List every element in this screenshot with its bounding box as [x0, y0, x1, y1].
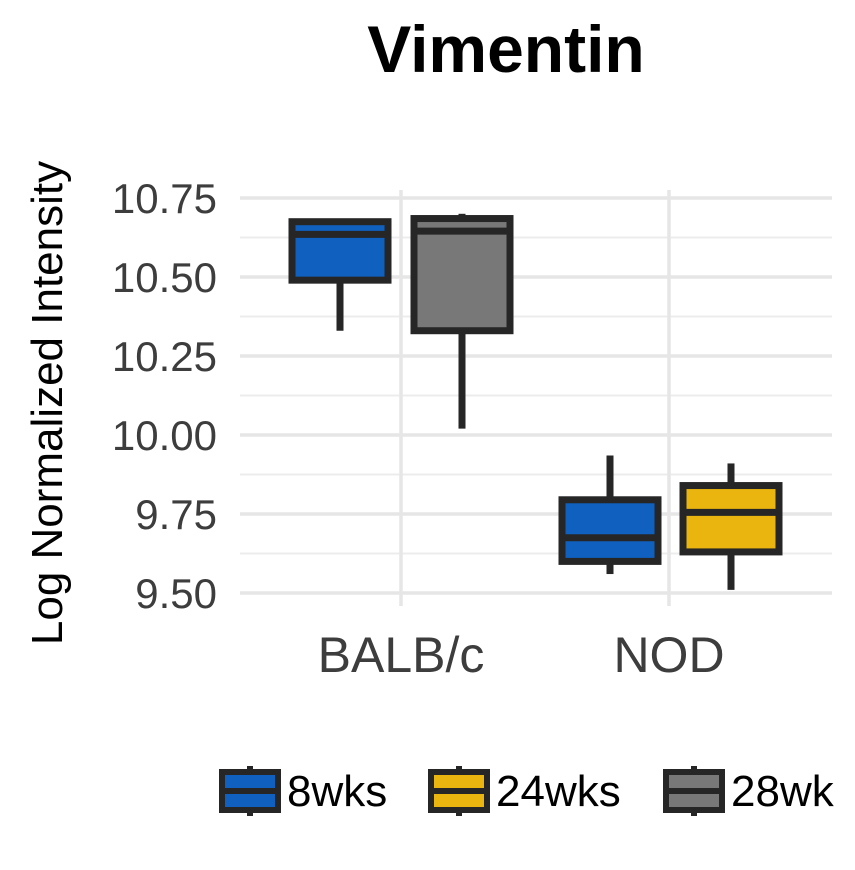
box-iqr [410, 215, 514, 335]
y-tick-label: 10.50 [112, 254, 217, 301]
y-axis-label: Log Normalized Intensity [23, 161, 72, 645]
legend-label: 24wks [496, 767, 621, 816]
legend: 8wks 24wks 28wk [219, 766, 835, 816]
legend-label: 8wks [287, 767, 387, 816]
box-iqr [679, 482, 783, 556]
y-tick-label: 9.75 [135, 491, 217, 538]
box-nod-8wks [558, 455, 662, 575]
x-tick-label: BALB/c [318, 627, 485, 683]
box-nod-24wks [679, 463, 783, 590]
legend-item-24wks: 24wks [428, 766, 621, 816]
box-balbc-8wks [288, 218, 392, 331]
y-tick-label: 10.25 [112, 333, 217, 380]
x-tick-label: NOD [613, 627, 724, 683]
box-iqr [288, 218, 392, 284]
y-tick-label: 9.50 [135, 570, 217, 617]
x-categories: BALB/c NOD [318, 627, 725, 683]
legend-item-28wk: 28wk [663, 766, 835, 816]
legend-label: 28wk [731, 767, 835, 816]
box-balbc-28wk [410, 213, 514, 429]
y-tick-label: 10.75 [112, 175, 217, 222]
chart-title: Vimentin [367, 12, 645, 86]
y-tick-label: 10.00 [112, 412, 217, 459]
box-iqr [558, 496, 662, 565]
legend-item-8wks: 8wks [219, 766, 387, 816]
grid [240, 190, 832, 606]
boxes [288, 213, 783, 590]
y-ticks: 9.50 9.75 10.00 10.25 10.50 10.75 [112, 175, 217, 617]
